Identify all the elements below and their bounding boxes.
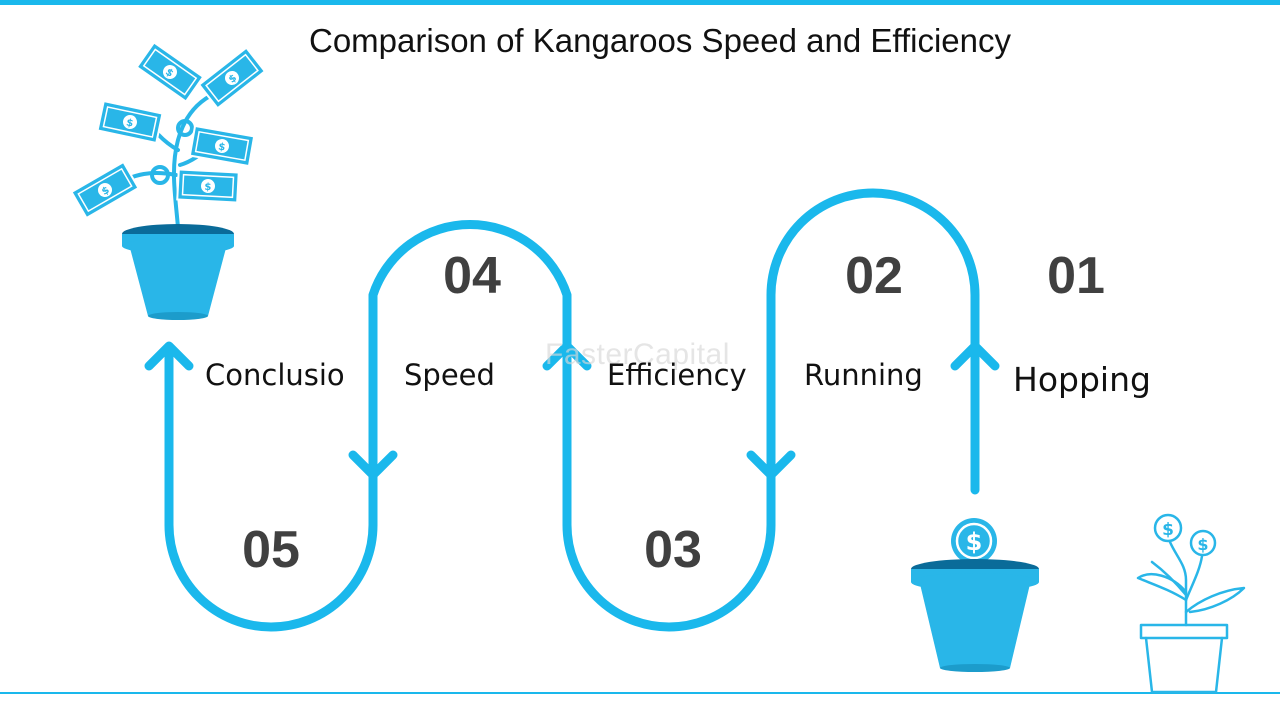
watermark: FasterCapital [545,338,730,371]
step-number-02: 02 [845,247,903,305]
arrow-down-icon [348,450,398,480]
step-label-conclusion: Conclusio [205,358,345,392]
serpentine-path [164,188,980,632]
step-number-01: 01 [1047,247,1105,305]
arrow-up-icon [950,341,1000,371]
svg-text:$: $ [217,141,226,153]
page-title: Comparison of Kangaroos Speed and Effici… [309,22,1011,59]
svg-text:$: $ [1197,535,1208,554]
svg-text:$: $ [1162,520,1174,540]
step-label-efficiency: Efficiency [607,358,747,392]
svg-text:$: $ [966,528,983,556]
step-number-03: 03 [644,521,702,579]
arrow-up-icon [144,341,194,371]
bottom-baseline [0,692,1280,694]
top-accent-bar [0,0,1280,5]
dollar-plant-outline-icon: $ $ [1136,513,1246,694]
arrow-down-icon [746,450,796,480]
step-label-speed: Speed [404,358,495,392]
coin-pot-icon: $ [911,518,1039,672]
step-label-running: Running [804,358,923,392]
money-tree-pot-icon: $ $ $ $ [70,41,267,320]
svg-text:$: $ [125,117,134,129]
step-number-05: 05 [242,521,300,579]
svg-text:$: $ [204,182,212,193]
step-number-04: 04 [443,247,501,305]
step-label-hopping: Hopping [1013,360,1151,399]
arrow-up-icon [542,341,592,371]
svg-text:$: $ [100,185,112,198]
